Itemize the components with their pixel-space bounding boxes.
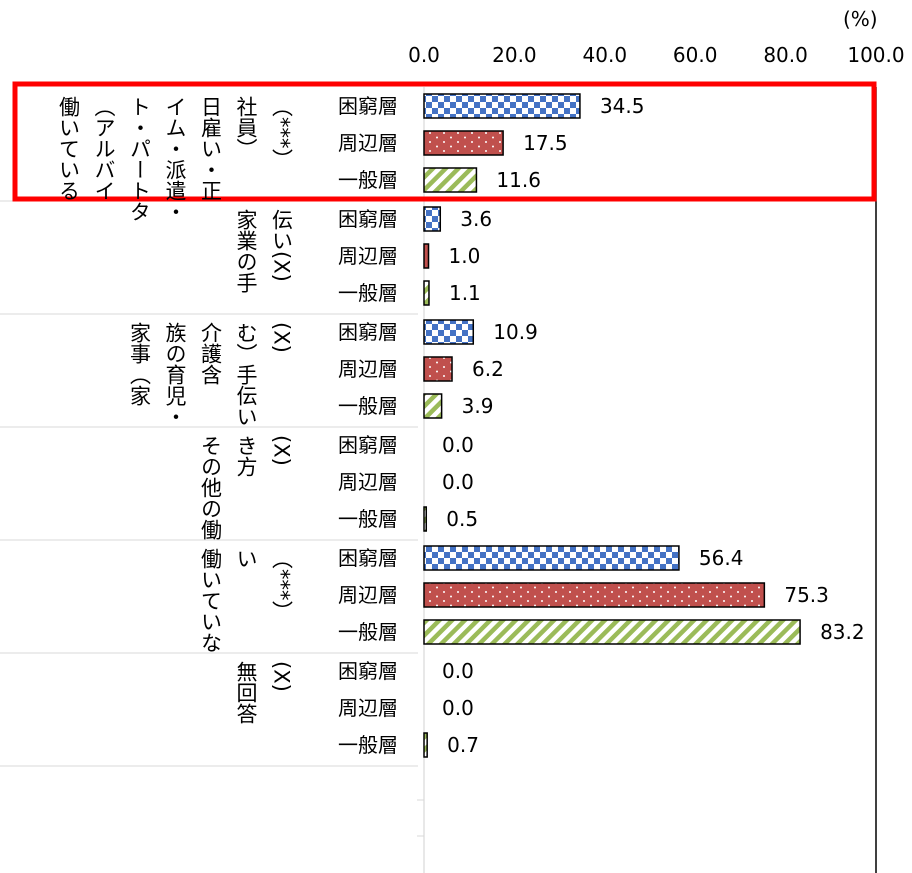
group-label-text: (X) xyxy=(269,661,294,692)
data-label: 1.1 xyxy=(449,281,481,305)
group-label-text: その他の働 xyxy=(198,435,223,540)
category-label: 一般層 xyxy=(338,281,398,305)
bar xyxy=(423,206,442,232)
data-label: 0.0 xyxy=(442,433,474,457)
group-label-text: 社員） xyxy=(234,96,258,159)
group-label-text: い xyxy=(234,548,258,569)
group-label-text: (X) xyxy=(269,322,294,353)
x-tick-label: 100.0 xyxy=(847,43,904,67)
group-label-text: 働いていな xyxy=(198,548,223,653)
data-label: 0.0 xyxy=(442,696,474,720)
category-label: 困窮層 xyxy=(338,320,398,344)
data-label: 0.0 xyxy=(442,659,474,683)
group-label-text: 族の育児・ xyxy=(163,322,187,427)
data-label: 1.0 xyxy=(449,244,481,268)
group-label-text: 介護含 xyxy=(198,322,223,385)
data-label: 0.7 xyxy=(447,733,479,757)
group-label-text: 伝い(X) xyxy=(269,209,294,282)
category-label: 困窮層 xyxy=(338,94,398,118)
category-label: 困窮層 xyxy=(338,659,398,683)
category-label: 一般層 xyxy=(338,507,398,531)
group-label-text: ト・パートタ xyxy=(127,96,152,222)
category-label: 困窮層 xyxy=(338,207,398,231)
bar xyxy=(423,393,443,419)
group-label-text: （***） xyxy=(269,96,294,170)
category-label: 周辺層 xyxy=(338,696,398,720)
category-label: 周辺層 xyxy=(338,583,398,607)
x-tick-label: 20.0 xyxy=(492,43,537,67)
category-label: 周辺層 xyxy=(338,470,398,494)
group-label-text: 家業の手 xyxy=(234,209,258,293)
bar xyxy=(423,506,428,532)
category-label: 困窮層 xyxy=(338,546,398,570)
bar xyxy=(423,93,581,119)
x-tick-label: 60.0 xyxy=(673,43,718,67)
data-label: 0.0 xyxy=(442,470,474,494)
data-label: 83.2 xyxy=(820,620,865,644)
group-label-text: 働いている xyxy=(56,96,81,201)
bar xyxy=(423,167,478,193)
data-label: 17.5 xyxy=(523,131,568,155)
bar xyxy=(423,619,801,645)
data-label: 0.5 xyxy=(446,507,478,531)
bar xyxy=(423,243,430,269)
category-label: 一般層 xyxy=(338,733,398,757)
bar xyxy=(423,356,453,382)
category-label: 一般層 xyxy=(338,168,398,192)
data-label: 11.6 xyxy=(496,168,541,192)
group-label-text: 日雇い・正 xyxy=(198,96,223,201)
bar xyxy=(423,319,475,345)
group-label-text: む）手伝い xyxy=(234,322,258,427)
category-label: 一般層 xyxy=(338,620,398,644)
group-label-text: き方 xyxy=(234,435,258,477)
unit-label: (%) xyxy=(843,7,878,31)
bar xyxy=(423,582,766,608)
data-label: 10.9 xyxy=(493,320,538,344)
x-tick-label: 0.0 xyxy=(408,43,440,67)
highlight-box xyxy=(12,81,877,202)
bar xyxy=(423,732,428,758)
group-label-text: イム・派遣・ xyxy=(163,96,187,222)
group-label-text: （***） xyxy=(269,548,294,622)
category-label: 困窮層 xyxy=(338,433,398,457)
data-label: 3.6 xyxy=(460,207,492,231)
data-label: 34.5 xyxy=(600,94,645,118)
data-label: 6.2 xyxy=(472,357,504,381)
category-label: 一般層 xyxy=(338,394,398,418)
data-label: 75.3 xyxy=(784,583,829,607)
bar xyxy=(423,130,504,156)
group-label-text: 家事（家 xyxy=(127,322,152,406)
category-label: 周辺層 xyxy=(338,357,398,381)
bar xyxy=(423,280,430,306)
bar xyxy=(423,545,680,571)
data-label: 56.4 xyxy=(699,546,744,570)
category-label: 周辺層 xyxy=(338,244,398,268)
group-label-text: （アルバイ xyxy=(92,96,116,201)
x-tick-label: 40.0 xyxy=(583,43,628,67)
x-tick-label: 80.0 xyxy=(763,43,808,67)
group-label-text: 無回答 xyxy=(234,661,258,724)
data-label: 3.9 xyxy=(462,394,494,418)
category-label: 周辺層 xyxy=(338,131,398,155)
group-label-text: (X) xyxy=(269,435,294,466)
